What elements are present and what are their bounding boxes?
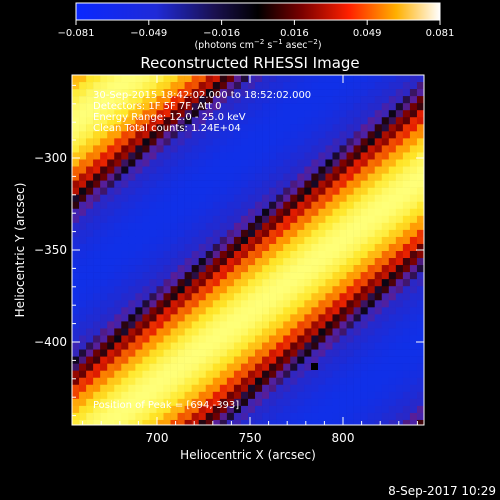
colorbar: −0.081 −0.049 −0.016 0.016 0.049 0.081 (… bbox=[57, 2, 455, 51]
peak-position-label: Position of Peak = [694,-393] bbox=[93, 400, 239, 411]
y-axis-title: Heliocentric Y (arcsec) bbox=[13, 183, 27, 318]
colorbar-gradient bbox=[75, 2, 441, 21]
colorbar-ticks bbox=[75, 20, 441, 25]
info-counts: Clean Total counts: 1.24E+04 bbox=[93, 123, 241, 134]
plot-frame bbox=[71, 74, 425, 426]
x-tick-label: 750 bbox=[239, 431, 262, 445]
colorbar-tick-label: 0.016 bbox=[280, 28, 309, 39]
colorbar-tick-label: −0.016 bbox=[203, 28, 240, 39]
colorbar-tick-label: −0.049 bbox=[130, 28, 167, 39]
footer-timestamp: 8-Sep-2017 10:29 bbox=[388, 484, 496, 498]
colorbar-units: (photons cm−2 s−1 asec−2) bbox=[194, 38, 321, 51]
colorbar-tick-label: −0.081 bbox=[57, 28, 94, 39]
x-axis-title: Heliocentric X (arcsec) bbox=[180, 448, 316, 462]
x-tick-label: 800 bbox=[332, 431, 355, 445]
y-tick-label: −350 bbox=[34, 243, 67, 257]
y-tick-label: −300 bbox=[34, 151, 67, 165]
info-detectors: Detectors: 1F 5F 7F, Att 0 bbox=[93, 101, 221, 112]
info-energy-range: Energy Range: 12.0 - 25.0 keV bbox=[93, 112, 246, 123]
peak-marker bbox=[311, 363, 318, 370]
x-tick-label: 700 bbox=[146, 431, 169, 445]
y-tick-label: −400 bbox=[34, 335, 67, 349]
colorbar-tick-label: 0.049 bbox=[353, 28, 382, 39]
info-time-range: 30-Sep-2015 18:42:02.000 to 18:52:02.000 bbox=[93, 90, 311, 101]
image-title: Reconstructed RHESSI Image bbox=[140, 54, 359, 72]
colorbar-tick-label: 0.081 bbox=[426, 28, 455, 39]
